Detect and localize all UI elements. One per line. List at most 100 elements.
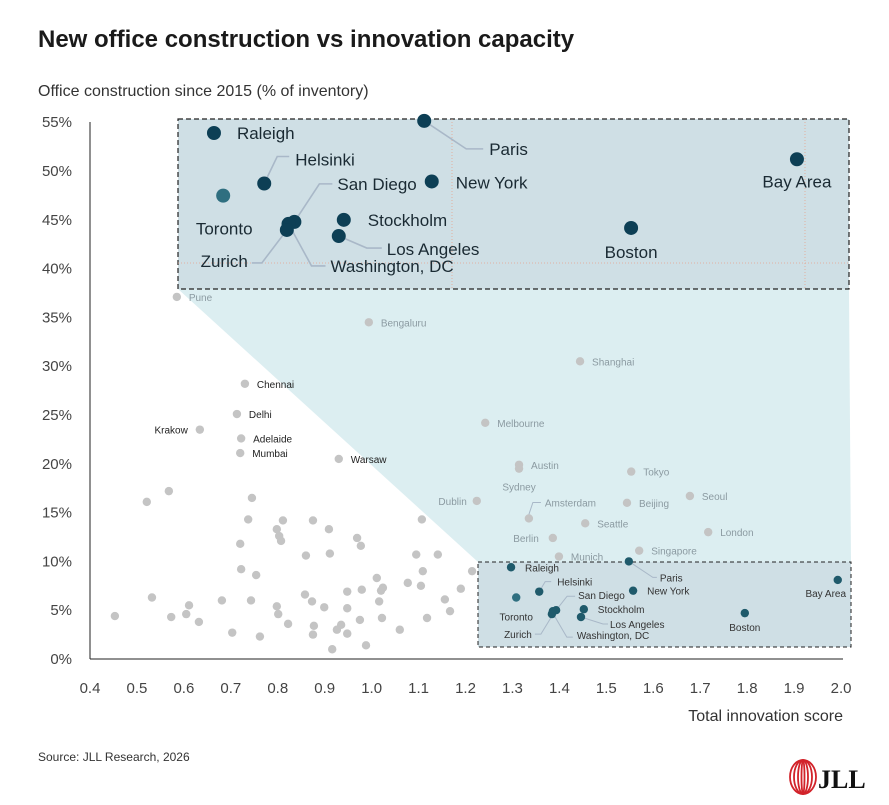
point-label: Bay Area xyxy=(805,589,846,600)
data-point xyxy=(403,578,412,588)
data-point xyxy=(343,629,352,638)
magnified-point xyxy=(331,229,346,244)
highlighted-point xyxy=(576,612,586,622)
data-point xyxy=(309,621,319,631)
highlighted-point xyxy=(628,586,638,595)
point-label: Adelaide xyxy=(253,434,292,445)
x-axis-label: Total innovation score xyxy=(688,708,843,725)
y-tick-label: 5% xyxy=(50,602,72,619)
leader-line xyxy=(338,235,382,249)
point-label: Krakow xyxy=(154,426,188,437)
data-point xyxy=(548,533,558,543)
leader-line xyxy=(423,120,484,150)
data-point xyxy=(184,601,194,610)
data-point xyxy=(228,628,237,637)
point-label: Washington, DC xyxy=(577,631,649,642)
point-label: Stockholm xyxy=(598,605,645,616)
data-point xyxy=(301,551,311,560)
highlighted-point xyxy=(624,557,634,566)
x-tick-label: 1.0 xyxy=(361,680,382,697)
data-point xyxy=(142,497,151,507)
data-point xyxy=(356,541,366,550)
logo-text: JLL xyxy=(818,765,866,794)
leader-line xyxy=(251,229,288,264)
point-label: Singapore xyxy=(651,547,697,558)
point-label: Boston xyxy=(729,623,760,634)
point-label: Zurich xyxy=(201,252,248,271)
x-tick-label: 0.7 xyxy=(220,680,241,697)
source-note: Source: JLL Research, 2026 xyxy=(38,750,190,764)
data-point xyxy=(445,606,455,616)
data-point xyxy=(300,590,310,599)
point-label: Washington, DC xyxy=(331,257,454,276)
data-point xyxy=(110,611,120,621)
point-label: Paris xyxy=(489,140,528,159)
point-label: Chennai xyxy=(257,380,294,391)
point-label: Helsinki xyxy=(557,578,592,589)
point-label: Austin xyxy=(531,461,559,472)
leader-line xyxy=(528,501,541,515)
point-label: Shanghai xyxy=(592,357,634,368)
data-point xyxy=(240,379,250,388)
data-point xyxy=(147,593,157,602)
data-point xyxy=(334,454,343,464)
data-point xyxy=(581,519,590,528)
point-label: Toronto xyxy=(500,613,534,624)
point-label: Los Angeles xyxy=(387,240,480,259)
point-label: Delhi xyxy=(249,410,272,421)
highlighted-point xyxy=(740,608,750,618)
x-tick-label: 0.4 xyxy=(80,680,101,697)
point-label: Boston xyxy=(605,243,658,262)
data-point xyxy=(172,292,182,302)
zoom-band xyxy=(178,289,851,562)
point-label: London xyxy=(720,528,753,539)
data-point xyxy=(372,573,382,583)
y-tick-label: 0% xyxy=(50,651,72,668)
magnified-point xyxy=(424,174,439,189)
magnified-point xyxy=(336,212,351,227)
magnified-point xyxy=(257,176,272,191)
x-tick-label: 1.2 xyxy=(455,680,476,697)
magnified-point xyxy=(216,188,231,203)
leader-line xyxy=(628,560,657,578)
data-point xyxy=(332,625,342,634)
zoom-source-box xyxy=(477,561,852,648)
data-point xyxy=(364,318,374,327)
x-tick-label: 1.9 xyxy=(784,680,805,697)
leader-line xyxy=(293,183,333,223)
data-point xyxy=(236,565,246,574)
data-point xyxy=(416,581,426,590)
point-label: Mumbai xyxy=(252,449,288,460)
x-tick-label: 1.4 xyxy=(549,680,570,697)
point-label: Dublin xyxy=(438,497,466,508)
x-tick-label: 1.7 xyxy=(690,680,711,697)
point-label: San Diego xyxy=(578,591,625,602)
data-point xyxy=(376,586,386,595)
y-tick-label: 45% xyxy=(42,212,72,229)
point-label: Tokyo xyxy=(643,468,670,479)
point-label: Berlin xyxy=(513,534,539,545)
data-point xyxy=(374,597,384,606)
highlighted-point xyxy=(506,563,516,572)
point-label: New York xyxy=(647,587,690,598)
x-tick-label: 0.8 xyxy=(267,680,288,697)
data-point xyxy=(433,550,443,559)
data-point xyxy=(247,493,257,503)
data-point xyxy=(343,604,352,613)
point-label: Raleigh xyxy=(237,124,295,143)
highlighted-point xyxy=(535,587,544,596)
data-point xyxy=(236,448,245,458)
x-tick-label: 2.0 xyxy=(831,680,852,697)
point-label: Bengaluru xyxy=(381,318,427,329)
data-point xyxy=(308,630,318,639)
data-point xyxy=(440,595,450,604)
data-point xyxy=(278,516,288,525)
point-label: Los Angeles xyxy=(610,620,665,631)
point-label: Pune xyxy=(189,293,213,304)
data-point xyxy=(328,645,337,654)
highlighted-point xyxy=(833,575,842,585)
data-point xyxy=(703,527,713,537)
x-tick-label: 0.5 xyxy=(127,680,148,697)
